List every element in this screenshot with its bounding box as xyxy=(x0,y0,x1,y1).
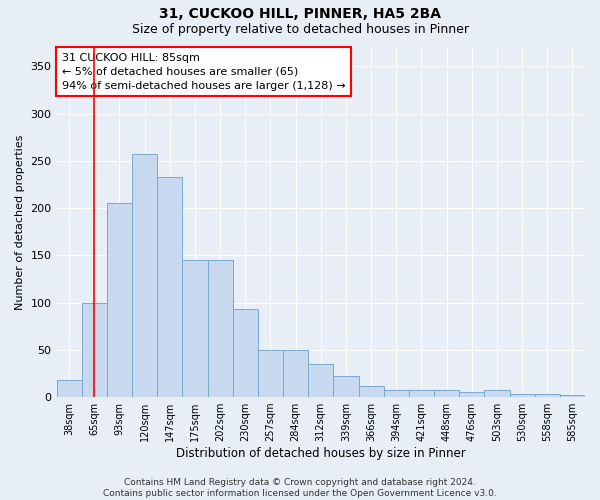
Text: Size of property relative to detached houses in Pinner: Size of property relative to detached ho… xyxy=(131,22,469,36)
Bar xyxy=(560,395,585,397)
Bar xyxy=(132,154,157,397)
Bar xyxy=(359,386,383,397)
Bar xyxy=(484,390,509,397)
Bar xyxy=(383,390,409,397)
Y-axis label: Number of detached properties: Number of detached properties xyxy=(15,134,25,310)
Text: 31 CUCKOO HILL: 85sqm
← 5% of detached houses are smaller (65)
94% of semi-detac: 31 CUCKOO HILL: 85sqm ← 5% of detached h… xyxy=(62,52,346,90)
Bar xyxy=(82,302,107,397)
X-axis label: Distribution of detached houses by size in Pinner: Distribution of detached houses by size … xyxy=(176,447,466,460)
Bar xyxy=(334,376,359,397)
Bar xyxy=(308,364,334,397)
Text: 31, CUCKOO HILL, PINNER, HA5 2BA: 31, CUCKOO HILL, PINNER, HA5 2BA xyxy=(159,8,441,22)
Bar xyxy=(459,392,484,397)
Bar xyxy=(509,394,535,397)
Text: Contains HM Land Registry data © Crown copyright and database right 2024.
Contai: Contains HM Land Registry data © Crown c… xyxy=(103,478,497,498)
Bar xyxy=(283,350,308,397)
Bar xyxy=(409,390,434,397)
Bar xyxy=(56,380,82,397)
Bar xyxy=(258,350,283,397)
Bar xyxy=(208,260,233,397)
Bar xyxy=(535,394,560,397)
Bar xyxy=(157,177,182,397)
Bar xyxy=(107,204,132,397)
Bar xyxy=(434,390,459,397)
Bar xyxy=(233,309,258,397)
Bar xyxy=(182,260,208,397)
